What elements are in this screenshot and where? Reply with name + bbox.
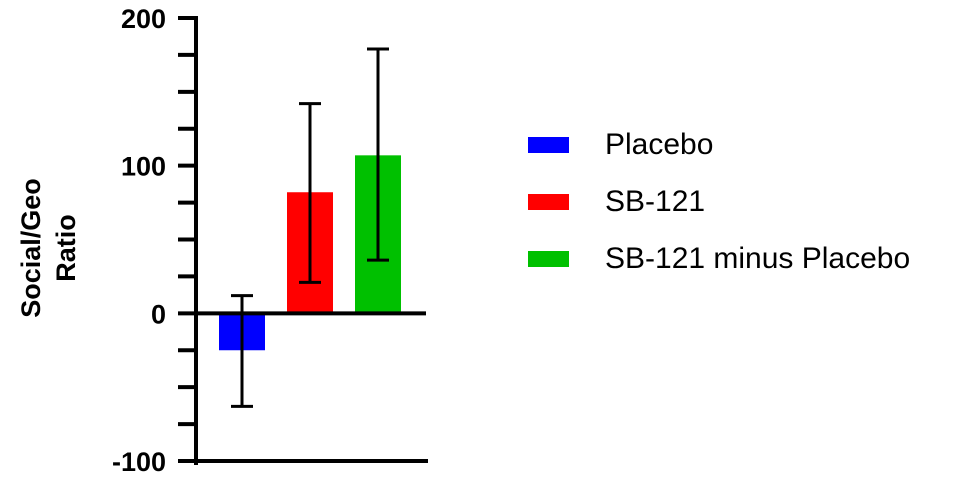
legend: Placebo SB-121 SB-121 minus Placebo (528, 116, 910, 287)
y-axis-label: Social/Geo Ratio (16, 178, 81, 318)
legend-swatch-difference (528, 250, 569, 267)
y-axis: 200 100 0 -100 (112, 4, 428, 477)
legend-label: SB-121 minus Placebo (605, 241, 911, 275)
y-tick-label: -100 (112, 447, 166, 477)
legend-item-sb121: SB-121 (528, 173, 910, 230)
legend-item-difference: SB-121 minus Placebo (528, 230, 910, 287)
legend-swatch-sb121 (528, 193, 569, 210)
y-tick-label: 0 (151, 299, 166, 329)
y-axis-label-line: Social/Geo (16, 178, 46, 318)
legend-label: Placebo (605, 127, 714, 161)
legend-swatch-placebo (528, 136, 569, 153)
bars (219, 47, 401, 408)
legend-label: SB-121 (605, 184, 706, 218)
y-axis-label-line: Ratio (51, 214, 81, 282)
legend-item-placebo: Placebo (528, 116, 910, 173)
y-tick-label: 200 (121, 4, 166, 34)
y-tick-label: 100 (121, 152, 166, 182)
